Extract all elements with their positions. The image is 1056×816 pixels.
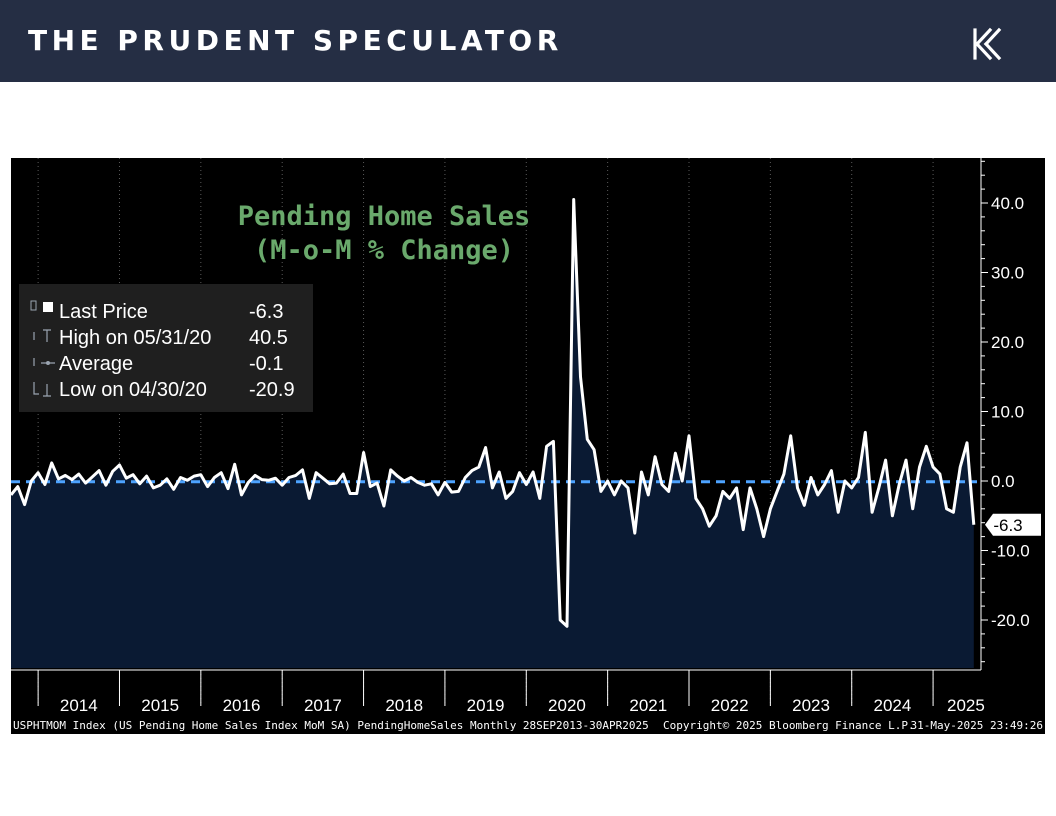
y-tick-label: 30.0 <box>991 264 1024 283</box>
x-tick-label: 2017 <box>304 696 342 715</box>
legend-label: Low on 04/30/20 <box>59 379 207 401</box>
chart-panel: 2014 2015 2016 2017 2018 2019 2020 2021 2022 2023… <box>11 158 1045 734</box>
series-area-fill <box>11 199 974 668</box>
legend-item-low: Low on 04/30/20 -20.9 <box>33 379 295 401</box>
chart-subtitle: (M-o-M % Change) <box>254 235 514 266</box>
x-tick-label: 2020 <box>548 696 586 715</box>
legend-high-icon <box>33 329 51 342</box>
brand-title: THE PRUDENT SPECULATOR <box>28 24 563 57</box>
last-value-tag: -6.3 <box>985 513 1041 536</box>
footer-timestamp: 31-May-2025 23:49:26 <box>911 719 1043 732</box>
legend-label: Last Price <box>59 301 148 323</box>
legend-label: High on 05/31/20 <box>59 327 211 349</box>
header-bar: THE PRUDENT SPECULATOR <box>0 0 1056 82</box>
y-axis: 40.0 30.0 20.0 10.0 0.0 -10.0 -20.0 <box>980 158 1030 670</box>
y-tick-label: 10.0 <box>991 403 1024 422</box>
legend-square-icon <box>43 302 53 312</box>
last-value-text: -6.3 <box>993 516 1022 535</box>
y-tick-label: 20.0 <box>991 333 1024 352</box>
legend-value: -20.9 <box>249 379 295 401</box>
legend-value: -0.1 <box>249 353 283 375</box>
legend-item-last-price: Last Price -6.3 <box>30 300 283 323</box>
y-tick-label: 0.0 <box>991 472 1015 491</box>
x-tick-label: 2025 <box>947 696 985 715</box>
footer-copyright: Copyright© 2025 Bloomberg Finance L.P. <box>663 719 915 732</box>
legend-low-icon <box>33 382 51 397</box>
x-tick-label: 2014 <box>60 696 98 715</box>
y-tick-label: 40.0 <box>991 194 1024 213</box>
footer-source: USPHTMOM Index (US Pending Home Sales In… <box>13 719 649 732</box>
legend-box: Last Price -6.3 High on 05/31/20 40.5 Av… <box>19 284 313 412</box>
y-tick-label: -20.0 <box>991 611 1030 630</box>
x-tick-label: 2019 <box>467 696 505 715</box>
x-tick-label: 2024 <box>873 696 911 715</box>
legend-value: 40.5 <box>249 327 288 349</box>
legend-value: -6.3 <box>249 301 283 323</box>
legend-item-high: High on 05/31/20 40.5 <box>33 327 288 349</box>
chart-title: Pending Home Sales <box>238 201 531 232</box>
chart-svg: 2014 2015 2016 2017 2018 2019 2020 2021 2022 2023… <box>11 158 1043 732</box>
legend-label: Average <box>59 353 133 375</box>
x-tick-label: 2015 <box>141 696 179 715</box>
y-tick-label: -10.0 <box>991 542 1030 561</box>
series-line <box>11 198 976 628</box>
x-tick-label: 2016 <box>223 696 261 715</box>
x-tick-label: 2023 <box>792 696 830 715</box>
legend-bracket-icon <box>30 300 37 311</box>
x-axis: 2014 2015 2016 2017 2018 2019 2020 2021 2022 2023… <box>11 669 985 715</box>
x-tick-label: 2022 <box>711 696 749 715</box>
x-tick-label: 2021 <box>629 696 667 715</box>
legend-item-average: Average -0.1 <box>33 353 283 375</box>
x-tick-label: 2018 <box>385 696 423 715</box>
kk-logo-icon <box>973 27 1002 61</box>
